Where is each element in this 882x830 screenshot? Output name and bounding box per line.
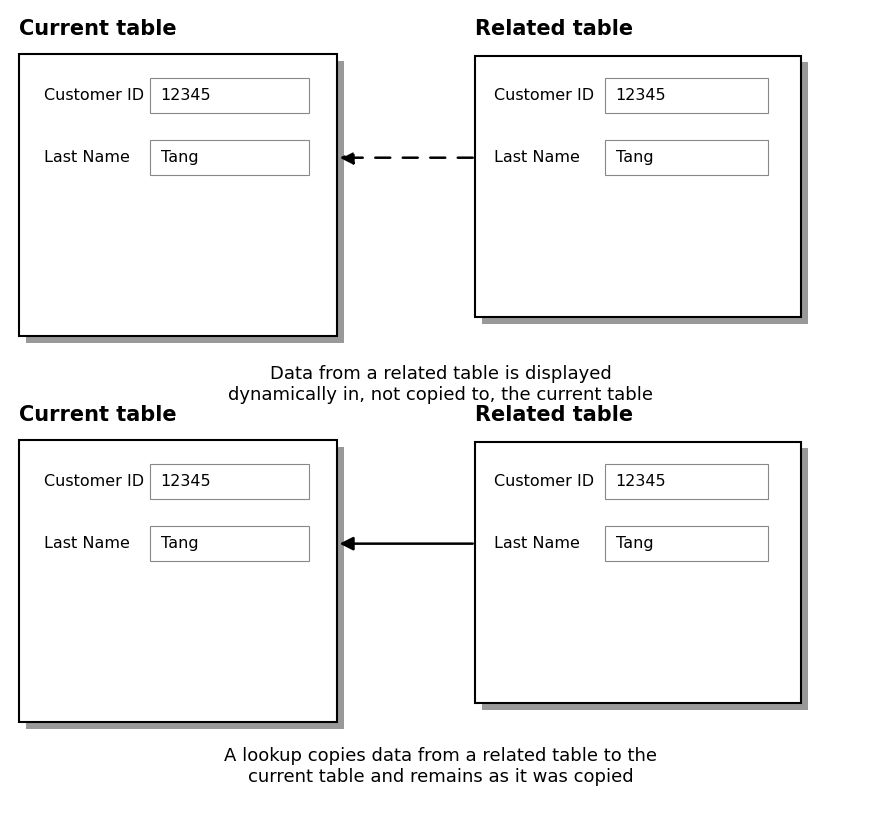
Text: Tang: Tang (616, 150, 654, 165)
Text: Last Name: Last Name (494, 150, 579, 165)
Text: Customer ID: Customer ID (44, 88, 145, 103)
Text: 12345: 12345 (616, 88, 666, 103)
Bar (26, 447, 344, 729)
Bar (150, 140, 309, 175)
Bar (475, 442, 801, 703)
Bar (482, 448, 808, 710)
Bar (150, 464, 309, 499)
Text: Data from a related table is displayed
dynamically in, not copied to, the curren: Data from a related table is displayed d… (228, 365, 654, 404)
Bar (475, 56, 801, 317)
Text: Related table: Related table (475, 405, 632, 425)
Text: 12345: 12345 (161, 474, 211, 489)
Text: Current table: Current table (19, 19, 177, 39)
Bar (19, 440, 337, 722)
Bar (19, 54, 337, 336)
Text: A lookup copies data from a related table to the
current table and remains as it: A lookup copies data from a related tabl… (225, 747, 657, 786)
Text: Customer ID: Customer ID (44, 474, 145, 489)
Bar (605, 78, 768, 113)
Text: Last Name: Last Name (44, 536, 130, 551)
Bar (482, 62, 808, 324)
Bar (150, 78, 309, 113)
Text: Last Name: Last Name (494, 536, 579, 551)
Text: Current table: Current table (19, 405, 177, 425)
Bar (26, 61, 344, 343)
Text: Customer ID: Customer ID (494, 474, 594, 489)
Text: Related table: Related table (475, 19, 632, 39)
Text: 12345: 12345 (616, 474, 666, 489)
Text: Customer ID: Customer ID (494, 88, 594, 103)
Bar (605, 526, 768, 561)
Bar (605, 140, 768, 175)
Text: Tang: Tang (161, 536, 198, 551)
Text: 12345: 12345 (161, 88, 211, 103)
Text: Tang: Tang (161, 150, 198, 165)
Text: Last Name: Last Name (44, 150, 130, 165)
Bar (150, 526, 309, 561)
Text: Tang: Tang (616, 536, 654, 551)
Bar (605, 464, 768, 499)
